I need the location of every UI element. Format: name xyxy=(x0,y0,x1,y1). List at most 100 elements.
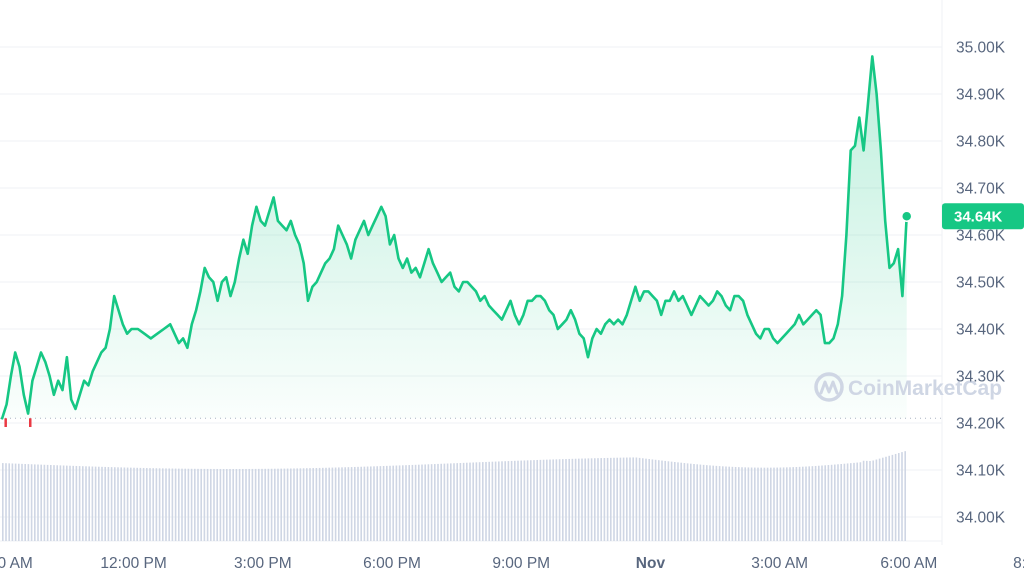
volume-bar xyxy=(443,463,446,541)
volume-bar xyxy=(101,466,103,541)
x-tick-label: 8:56 A xyxy=(1013,555,1024,572)
volume-bar xyxy=(312,468,314,541)
volume-bar xyxy=(347,467,350,541)
x-tick-label: 3:00 PM xyxy=(234,555,292,572)
volume-bar xyxy=(437,463,439,541)
volume-bar xyxy=(398,465,401,541)
x-tick-label: 12:00 PM xyxy=(100,555,166,572)
volume-bar xyxy=(744,467,746,541)
volume-bar xyxy=(453,463,455,541)
volume-bar xyxy=(782,467,785,541)
watermark-text: CoinMarketCap xyxy=(848,377,1002,400)
volume-bar xyxy=(594,458,596,541)
volume-bar xyxy=(533,460,535,541)
volume-bar xyxy=(395,465,398,541)
volume-bar xyxy=(824,465,826,541)
volume-bar xyxy=(187,468,190,541)
volume-bar xyxy=(779,467,782,541)
volume-bar xyxy=(539,459,542,541)
volume-bar xyxy=(491,461,494,541)
volume-bar xyxy=(757,467,759,541)
volume-bar xyxy=(430,464,433,541)
volume-bar xyxy=(152,468,154,541)
volume-bar xyxy=(606,457,609,541)
volume-bar xyxy=(546,459,548,541)
y-axis: 35.00K 34.90K 34.80K 34.70K 34.60K 34.50K 34.4… xyxy=(956,40,1006,527)
volume-bar xyxy=(702,464,705,541)
volume-bar xyxy=(866,460,868,541)
volume-bar xyxy=(197,468,199,541)
volume-bar xyxy=(370,466,372,541)
volume-bar xyxy=(306,468,308,541)
volume-bar xyxy=(514,460,516,541)
coinmarketcap-logo-icon xyxy=(814,372,844,402)
current-price-dot xyxy=(900,210,913,222)
volume-bar xyxy=(357,466,359,541)
volume-bar xyxy=(78,466,81,541)
volume-bar xyxy=(526,460,529,541)
volume-bar xyxy=(165,468,167,541)
volume-bar xyxy=(683,463,686,541)
volume-bar xyxy=(440,463,442,541)
volume-bar xyxy=(229,468,231,541)
volume-bar xyxy=(853,462,855,541)
volume-bar xyxy=(283,468,286,541)
volume-bar xyxy=(190,468,193,541)
volume-bar xyxy=(290,468,292,541)
volume-bar xyxy=(389,465,391,541)
volume-bar xyxy=(482,462,484,541)
volume-bar xyxy=(750,467,753,541)
volume-bar xyxy=(610,457,612,541)
volume-bar xyxy=(277,468,279,541)
y-tick-label: 34.00K xyxy=(956,510,1006,527)
volume-bar xyxy=(373,466,375,541)
volume-bar xyxy=(840,464,842,541)
volume-bar xyxy=(69,465,71,541)
volume-bar xyxy=(654,459,657,541)
volume-bar xyxy=(418,464,420,541)
y-tick-label: 35.00K xyxy=(956,40,1006,57)
volume-bar xyxy=(219,468,222,541)
price-line xyxy=(0,55,908,420)
volume-bar xyxy=(98,466,100,541)
volume-bar xyxy=(94,466,97,541)
volume-bar xyxy=(507,461,510,541)
volume-bar xyxy=(386,465,388,541)
volume-bar xyxy=(155,468,158,541)
volume-bar xyxy=(14,463,17,541)
volume-bar xyxy=(456,463,458,541)
volume-bar xyxy=(802,466,804,541)
volume-bar xyxy=(626,457,628,541)
volume-bar xyxy=(818,465,820,541)
volume-bar xyxy=(469,462,471,541)
volume-bar xyxy=(210,468,212,541)
volume-bar xyxy=(718,466,721,541)
volume-bar xyxy=(555,459,558,541)
volume-bar xyxy=(123,467,126,541)
volume-bar xyxy=(571,458,574,541)
volume-bar xyxy=(376,466,378,541)
volume-bar xyxy=(763,467,766,541)
volume-bar xyxy=(622,457,625,541)
volume-bar xyxy=(523,460,526,541)
volume-bar xyxy=(466,462,468,541)
volume-bar xyxy=(261,468,263,541)
volume-bar xyxy=(424,464,426,541)
volume-bar xyxy=(222,468,225,541)
volume-bar xyxy=(798,466,801,541)
volume-bar xyxy=(837,464,839,541)
volume-bar xyxy=(894,453,897,541)
volume-bar xyxy=(642,458,644,541)
volume-bar xyxy=(37,464,39,541)
volume-bar xyxy=(859,462,862,541)
volume-bar xyxy=(242,468,244,541)
volume-bar xyxy=(104,466,106,541)
volume-bar xyxy=(462,462,465,541)
volume-bar xyxy=(677,462,679,541)
volume-bar xyxy=(747,467,750,541)
y-tick-label: 34.80K xyxy=(956,134,1006,151)
volume-bar xyxy=(632,457,634,541)
volume-bar xyxy=(770,467,772,541)
volume-bar xyxy=(651,459,654,541)
